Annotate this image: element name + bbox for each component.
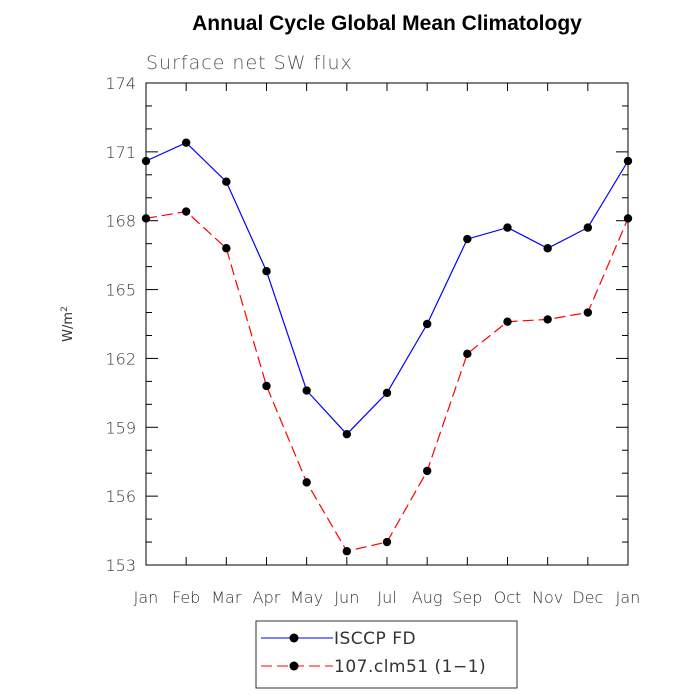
y-tick-label: 153 bbox=[105, 556, 136, 575]
data-point-0 bbox=[543, 244, 552, 253]
plot-frame bbox=[145, 82, 629, 566]
legend: ISCCP FD 107.clm51 (1−1) bbox=[255, 620, 518, 689]
data-point-1 bbox=[503, 317, 512, 326]
data-point-1 bbox=[583, 308, 593, 317]
series-lines bbox=[145, 141, 629, 552]
data-point-0 bbox=[463, 234, 472, 244]
chart-title: Annual Cycle Global Mean Climatology bbox=[192, 12, 582, 35]
data-point-1 bbox=[382, 537, 392, 547]
y-tick-label: 156 bbox=[105, 487, 136, 506]
x-tick-label: Nov bbox=[532, 588, 563, 607]
data-point-0 bbox=[342, 429, 352, 439]
data-point-1 bbox=[342, 547, 352, 556]
data-point-1 bbox=[302, 478, 311, 487]
data-point-0 bbox=[302, 386, 311, 395]
x-axis-tick-labels: Jan Feb Mar Apr May Jun Jul Aug Sep Oct Nov Dec Jan bbox=[134, 588, 641, 607]
legend-label-isccp: ISCCP FD bbox=[334, 629, 416, 649]
data-point-1 bbox=[422, 466, 432, 476]
data-point-0 bbox=[222, 177, 231, 186]
x-tick-label: Feb bbox=[172, 588, 200, 607]
x-tick-label: Dec bbox=[572, 588, 603, 607]
data-point-0 bbox=[503, 223, 512, 232]
data-point-1 bbox=[222, 244, 231, 253]
x-tick-label: Oct bbox=[494, 588, 522, 607]
data-point-1 bbox=[463, 349, 472, 359]
chart-subtitle: Surface net SW flux bbox=[146, 52, 353, 74]
y-tick-label: 174 bbox=[105, 74, 136, 93]
legend-marker-isccp bbox=[289, 633, 299, 643]
data-point-0 bbox=[382, 388, 392, 398]
x-tick-label: Apr bbox=[253, 588, 281, 607]
data-point-1 bbox=[181, 207, 191, 216]
legend-marker-clm bbox=[289, 661, 299, 671]
x-tick-label: Jan bbox=[134, 588, 159, 607]
data-point-0 bbox=[583, 223, 593, 232]
x-tick-label: May bbox=[290, 588, 323, 607]
series-points bbox=[141, 138, 633, 556]
axis-ticks bbox=[145, 82, 629, 566]
y-axis-tick-labels: 153 156 159 162 165 168 171 174 bbox=[105, 74, 136, 575]
series-line-1 bbox=[145, 210, 629, 552]
y-tick-label: 159 bbox=[105, 418, 136, 437]
data-point-0 bbox=[181, 138, 191, 147]
y-axis-label-superscript: 2 bbox=[60, 306, 70, 312]
y-axis-label-unit: W/m bbox=[61, 312, 76, 342]
data-point-1 bbox=[543, 315, 552, 324]
data-point-0 bbox=[422, 319, 432, 329]
legend-label-clm: 107.clm51 (1−1) bbox=[334, 657, 486, 677]
x-tick-label: Jun bbox=[334, 588, 359, 607]
y-tick-label: 162 bbox=[105, 349, 136, 368]
y-axis-label: W/m2 bbox=[60, 306, 76, 342]
y-tick-label: 165 bbox=[105, 281, 136, 300]
y-tick-label: 171 bbox=[105, 143, 136, 162]
x-tick-label: Jul bbox=[377, 588, 396, 607]
legend-box bbox=[255, 620, 518, 689]
data-point-1 bbox=[262, 381, 271, 391]
x-tick-label: Sep bbox=[452, 588, 482, 607]
y-tick-label: 168 bbox=[105, 212, 136, 231]
data-point-0 bbox=[262, 267, 271, 276]
x-tick-label: Jan bbox=[616, 588, 641, 607]
x-tick-label: Aug bbox=[412, 588, 443, 607]
x-tick-label: Mar bbox=[211, 588, 242, 607]
